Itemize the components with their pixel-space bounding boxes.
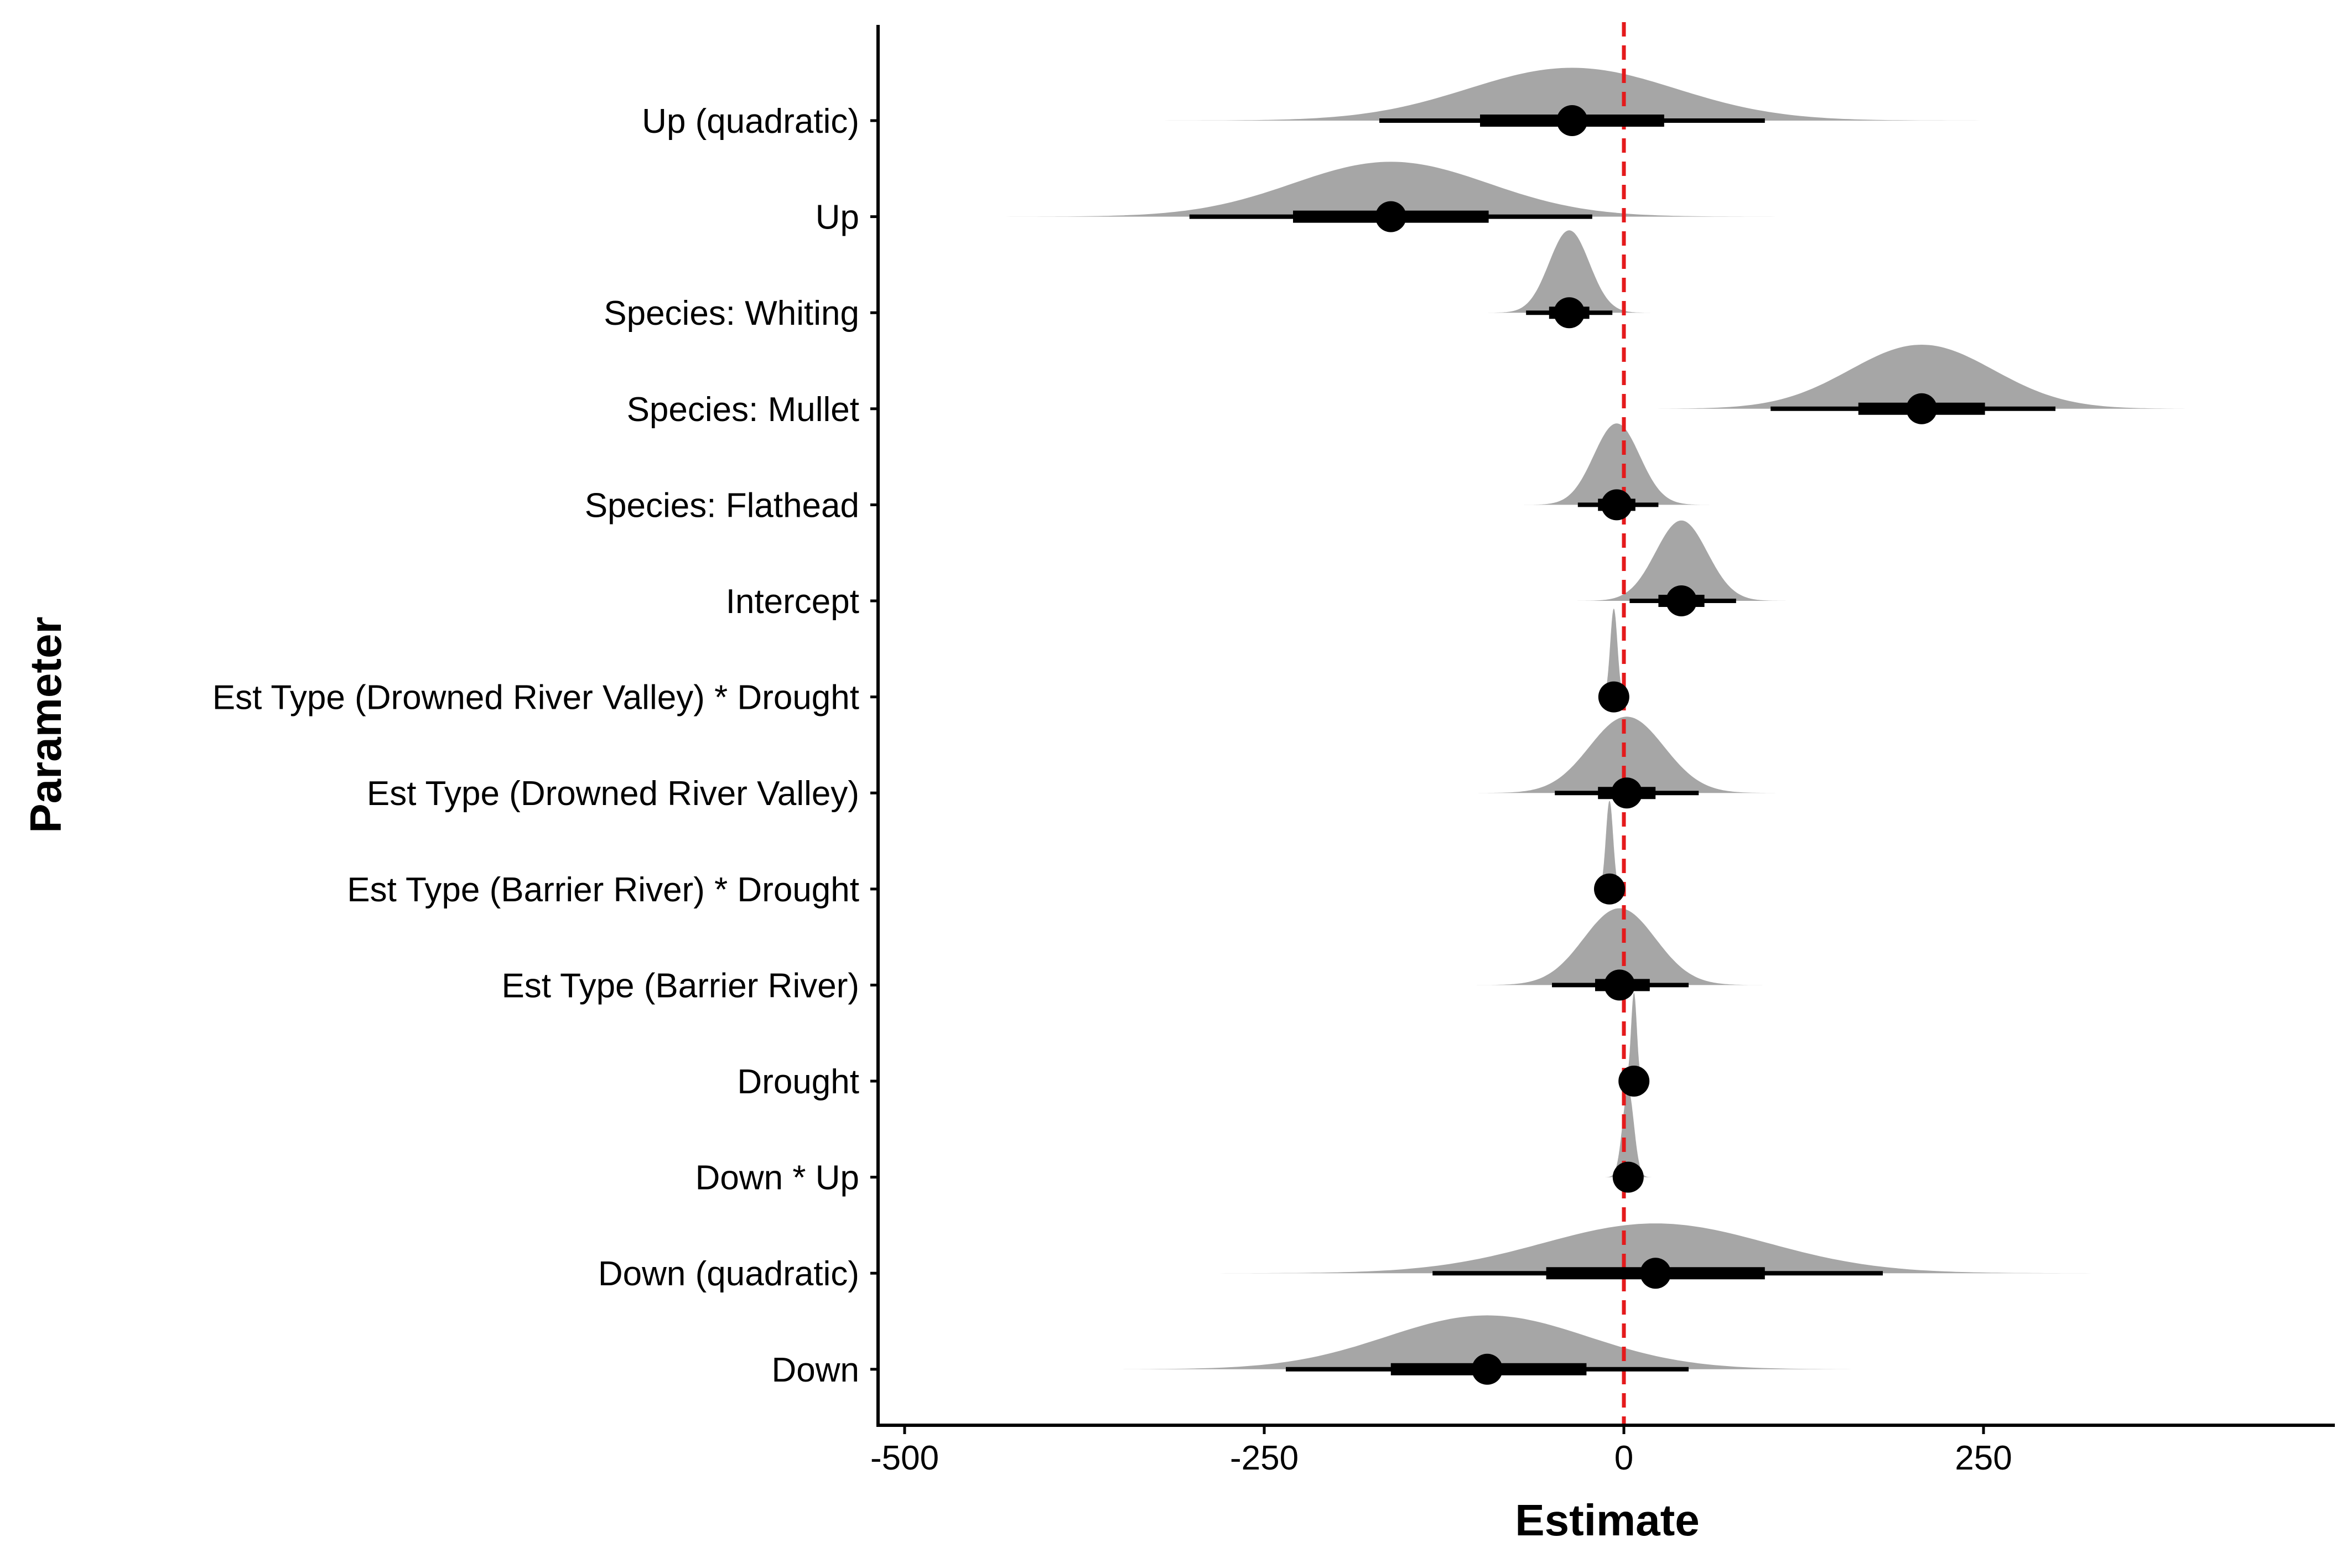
y-tick-label: Est Type (Barrier River) * Drought: [347, 871, 859, 909]
y-tick-label: Species: Whiting: [604, 294, 859, 333]
y-tick-label: Intercept: [726, 583, 859, 621]
y-tick-label: Up: [816, 199, 859, 237]
median-point-est-type-drowned-river-valley: [1611, 777, 1643, 809]
density-down-quadratic: [1184, 1223, 2127, 1274]
x-tick-layer: -500 -250 0 250: [870, 1425, 2012, 1477]
density-intercept: [1572, 520, 1790, 601]
density-up: [980, 162, 1802, 217]
interval-layer: [1189, 105, 2055, 1385]
y-tick-label: Est Type (Drowned River Valley) * Drough…: [212, 679, 859, 717]
y-tick-label: Drought: [737, 1063, 859, 1101]
median-point-est-type-barrier-river-drought: [1594, 873, 1625, 905]
median-point-up-quadratic: [1556, 105, 1588, 136]
density-down: [1064, 1315, 1910, 1369]
axes: [876, 25, 2335, 1427]
y-axis-title: Parameter: [21, 616, 70, 833]
density-species-flathead: [1520, 423, 1714, 505]
median-point-intercept: [1666, 585, 1697, 616]
y-tick-label: Species: Flathead: [585, 486, 859, 525]
density-species-whiting: [1484, 230, 1654, 313]
density-est-type-drowned-river-valley: [1470, 716, 1784, 793]
x-tick-label: -500: [870, 1439, 939, 1477]
density-drought: [1622, 993, 1646, 1081]
median-point-est-type-barrier-river: [1604, 969, 1636, 1001]
x-tick-label: 250: [1955, 1439, 2012, 1477]
median-point-drought: [1618, 1066, 1650, 1097]
density-est-type-barrier-river: [1468, 908, 1771, 985]
median-point-down-up: [1612, 1161, 1644, 1193]
y-tick-label: Down: [771, 1351, 859, 1389]
y-tick-label: Est Type (Drowned River Valley): [367, 775, 859, 813]
density-est-type-barrier-river-drought: [1594, 801, 1625, 889]
density-down-up: [1604, 1089, 1653, 1177]
x-tick-label: 0: [1614, 1439, 1633, 1477]
x-axis-title: Estimate: [1515, 1496, 1699, 1545]
median-point-down: [1472, 1353, 1503, 1385]
median-point-species-flathead: [1601, 489, 1632, 521]
y-tick-label: Down * Up: [695, 1159, 859, 1197]
density-species-mullet: [1619, 345, 2224, 409]
median-point-est-type-drowned-river-valley-drought: [1598, 681, 1629, 713]
density-est-type-drowned-river-valley-drought: [1598, 609, 1629, 697]
density-up-quadratic: [1137, 68, 2007, 121]
y-tick-layer: Up (quadratic) Up Species: Whiting Species:…: [212, 102, 878, 1389]
x-tick-label: -250: [1230, 1439, 1299, 1477]
density-layer: [980, 68, 2224, 1369]
y-tick-label: Est Type (Barrier River): [501, 967, 859, 1005]
median-point-up: [1375, 201, 1406, 232]
median-point-species-mullet: [1906, 393, 1938, 424]
y-tick-label: Up (quadratic): [642, 102, 859, 141]
median-point-species-whiting: [1554, 297, 1585, 329]
y-tick-label: Down (quadratic): [598, 1255, 859, 1293]
y-tick-label: Species: Mullet: [627, 391, 859, 429]
median-point-down-quadratic: [1640, 1258, 1671, 1289]
